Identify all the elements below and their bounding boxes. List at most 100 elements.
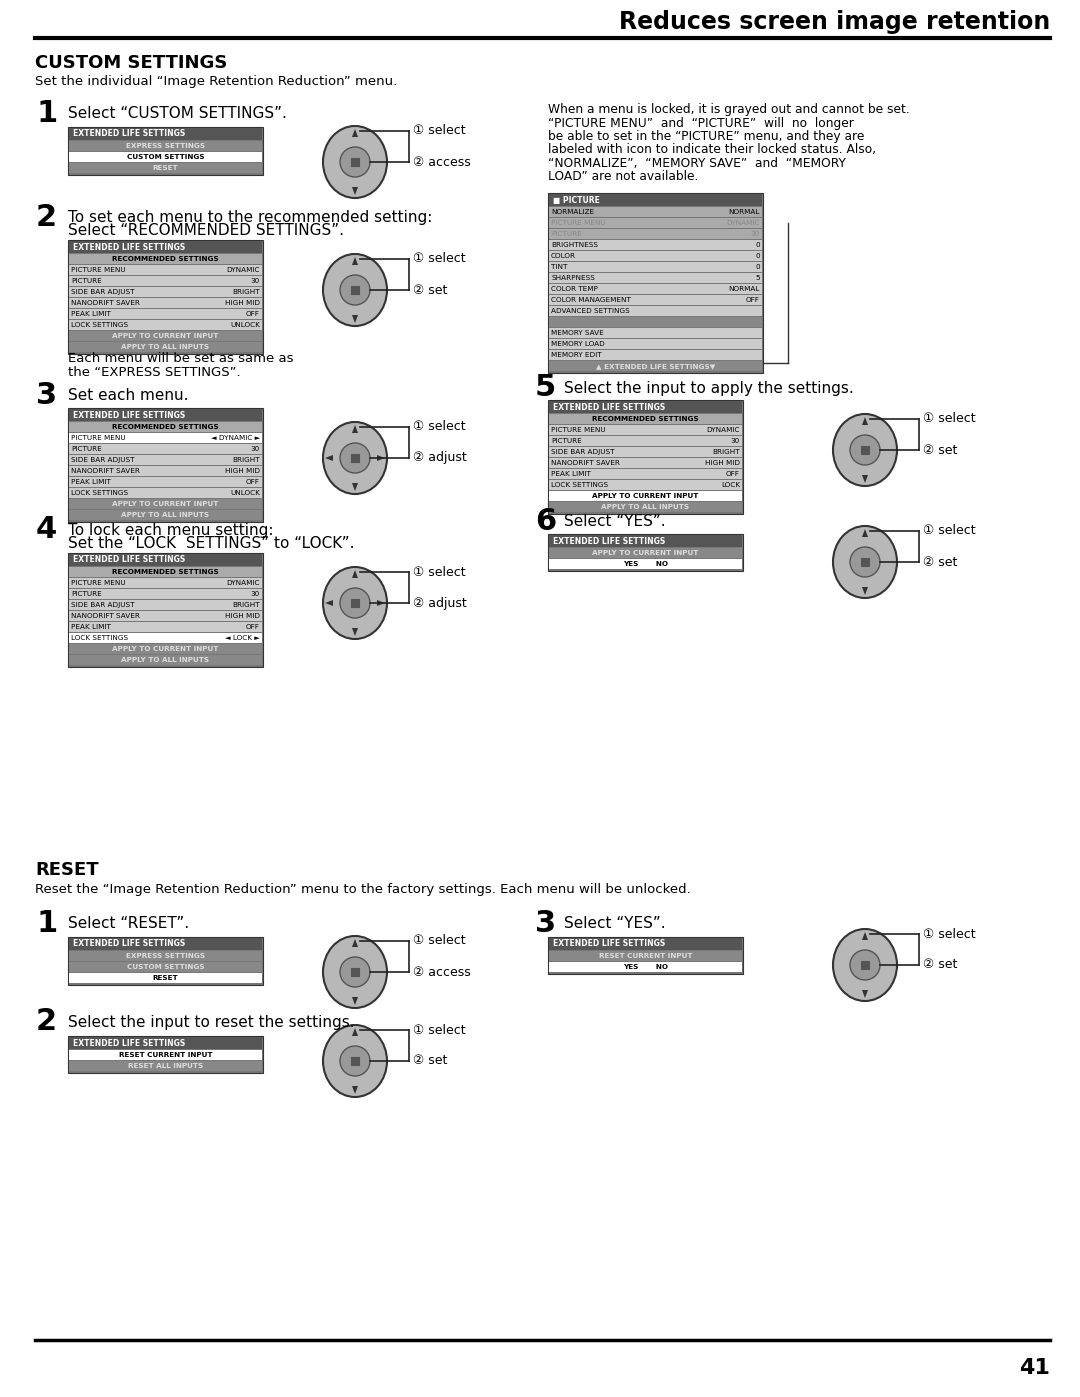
Bar — [69, 644, 262, 654]
Text: UNLOCK: UNLOCK — [230, 321, 260, 328]
Text: OFF: OFF — [246, 312, 260, 317]
Bar — [549, 218, 762, 228]
Circle shape — [850, 548, 880, 577]
Text: ② set: ② set — [923, 443, 957, 457]
Text: 30: 30 — [731, 439, 740, 444]
Text: PEAK LIMIT: PEAK LIMIT — [551, 471, 591, 476]
Text: EXPRESS SETTINGS: EXPRESS SETTINGS — [126, 953, 205, 958]
Bar — [549, 469, 742, 479]
Text: RECOMMENDED SETTINGS: RECOMMENDED SETTINGS — [112, 425, 219, 430]
Bar — [69, 152, 262, 162]
Text: PEAK LIMIT: PEAK LIMIT — [71, 479, 111, 485]
Bar — [549, 207, 762, 217]
Bar — [69, 555, 262, 566]
Text: 30: 30 — [251, 591, 260, 597]
Text: DYNAMIC: DYNAMIC — [227, 267, 260, 272]
Polygon shape — [352, 570, 357, 578]
Bar — [69, 488, 262, 497]
Bar — [69, 298, 262, 307]
Text: LOCK SETTINGS: LOCK SETTINGS — [551, 482, 608, 488]
Text: BRIGHT: BRIGHT — [232, 457, 260, 462]
Text: ① select: ① select — [413, 124, 465, 137]
Text: UNLOCK: UNLOCK — [230, 490, 260, 496]
Bar — [68, 553, 264, 666]
Bar — [549, 414, 742, 425]
Text: ① select: ① select — [413, 566, 465, 578]
Text: APPLY TO ALL INPUTS: APPLY TO ALL INPUTS — [121, 344, 210, 351]
Text: ② set: ② set — [413, 1055, 447, 1067]
Circle shape — [340, 1046, 370, 1076]
Text: BRIGHT: BRIGHT — [232, 602, 260, 608]
Bar — [68, 240, 264, 353]
Text: CUSTOM SETTINGS: CUSTOM SETTINGS — [126, 154, 204, 161]
Polygon shape — [352, 314, 357, 323]
Bar — [351, 158, 359, 166]
Polygon shape — [862, 932, 868, 940]
Text: RESET: RESET — [152, 975, 178, 981]
Text: BRIGHT: BRIGHT — [232, 289, 260, 295]
Bar — [549, 490, 742, 502]
Bar — [69, 622, 262, 631]
Bar — [69, 277, 262, 286]
Text: APPLY TO CURRENT INPUT: APPLY TO CURRENT INPUT — [112, 502, 218, 507]
Text: Select “YES”.: Select “YES”. — [564, 915, 665, 930]
Text: COLOR TEMP: COLOR TEMP — [551, 286, 598, 292]
Circle shape — [850, 950, 880, 981]
Text: Select the input to reset the settings.: Select the input to reset the settings. — [68, 1014, 354, 1030]
Polygon shape — [862, 990, 868, 997]
Circle shape — [340, 147, 370, 177]
Text: NANODRIFT SAVER: NANODRIFT SAVER — [551, 460, 620, 467]
Ellipse shape — [833, 527, 897, 598]
Polygon shape — [352, 187, 357, 196]
Text: Each menu will be set as same as: Each menu will be set as same as — [68, 352, 294, 365]
Text: 30: 30 — [251, 446, 260, 453]
Text: HIGH MID: HIGH MID — [225, 300, 260, 306]
Bar — [861, 961, 869, 970]
Bar — [69, 972, 262, 983]
Text: ② set: ② set — [923, 958, 957, 971]
Bar — [351, 599, 359, 608]
Text: RESET: RESET — [152, 165, 178, 170]
Text: PICTURE MENU: PICTURE MENU — [551, 219, 606, 226]
Text: COLOR: COLOR — [551, 253, 576, 258]
Bar — [69, 1051, 262, 1060]
Text: Reduces screen image retention: Reduces screen image retention — [619, 10, 1050, 34]
Text: ① select: ① select — [413, 253, 465, 265]
Text: EXTENDED LIFE SETTINGS: EXTENDED LIFE SETTINGS — [73, 1038, 186, 1048]
Bar — [69, 163, 262, 173]
Text: 30: 30 — [751, 231, 760, 237]
Text: EXTENDED LIFE SETTINGS: EXTENDED LIFE SETTINGS — [553, 402, 665, 412]
Text: ◄ LOCK ►: ◄ LOCK ► — [225, 636, 260, 641]
Polygon shape — [352, 629, 357, 636]
Bar — [69, 1060, 262, 1071]
Text: DYNAMIC: DYNAMIC — [706, 427, 740, 433]
Bar — [69, 476, 262, 488]
Bar — [69, 141, 262, 151]
Bar — [548, 193, 762, 373]
Text: SIDE BAR ADJUST: SIDE BAR ADJUST — [71, 602, 135, 608]
Text: ① select: ① select — [413, 420, 465, 433]
Bar — [351, 1058, 359, 1065]
Text: ▲ EXTENDED LIFE SETTINGS▼: ▲ EXTENDED LIFE SETTINGS▼ — [596, 363, 715, 369]
Bar — [69, 455, 262, 465]
Bar — [549, 963, 742, 972]
Bar — [69, 444, 262, 454]
Text: PICTURE: PICTURE — [551, 439, 582, 444]
Ellipse shape — [833, 929, 897, 1002]
Bar — [69, 286, 262, 298]
Text: 30: 30 — [251, 278, 260, 284]
Polygon shape — [862, 529, 868, 536]
Bar — [549, 306, 762, 316]
Text: OFF: OFF — [746, 298, 760, 303]
Text: DYNAMIC: DYNAMIC — [227, 580, 260, 585]
Text: NANODRIFT SAVER: NANODRIFT SAVER — [71, 300, 140, 306]
Text: APPLY TO CURRENT INPUT: APPLY TO CURRENT INPUT — [592, 493, 699, 499]
Text: EXTENDED LIFE SETTINGS: EXTENDED LIFE SETTINGS — [73, 940, 186, 949]
Bar — [69, 467, 262, 476]
Circle shape — [340, 957, 370, 988]
Text: When a menu is locked, it is grayed out and cannot be set.: When a menu is locked, it is grayed out … — [548, 103, 909, 116]
Polygon shape — [352, 483, 357, 490]
Text: 0: 0 — [755, 242, 760, 249]
Bar — [69, 433, 262, 443]
Polygon shape — [352, 939, 357, 947]
